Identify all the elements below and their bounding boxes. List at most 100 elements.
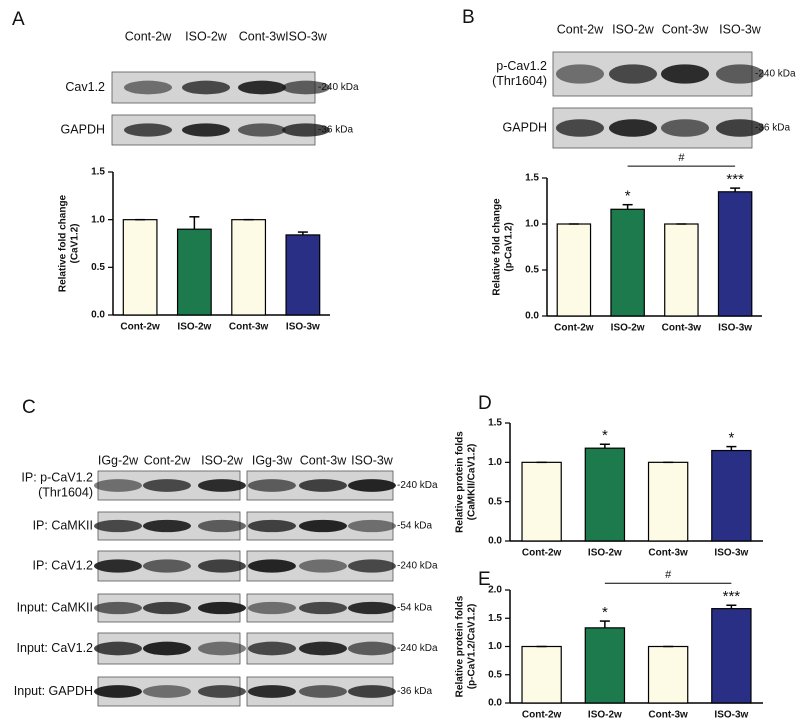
x-tick-label: ISO-3w bbox=[714, 710, 748, 721]
lane-label: ISO-3w bbox=[351, 453, 394, 467]
band bbox=[94, 601, 142, 615]
x-tick-label: ISO-3w bbox=[714, 548, 748, 559]
bar bbox=[521, 461, 562, 542]
y-axis-label: (CaMKII/CaV1.2) bbox=[467, 444, 478, 521]
row-label: Input: CaV1.2 bbox=[17, 641, 93, 655]
bar bbox=[664, 223, 699, 317]
bar bbox=[717, 191, 753, 317]
bar bbox=[122, 219, 158, 316]
band bbox=[198, 685, 246, 698]
band bbox=[282, 80, 330, 95]
band bbox=[556, 119, 604, 137]
panel-letter: C bbox=[22, 397, 36, 418]
band bbox=[248, 559, 296, 573]
y-tick-label: 0.5 bbox=[91, 262, 105, 273]
band bbox=[299, 685, 347, 698]
row-label: IP: p-CaV1.2 bbox=[21, 470, 93, 484]
y-axis-label: Relative fold change bbox=[492, 198, 503, 296]
lane-label: Cont-3w bbox=[300, 453, 348, 467]
y-axis-label: (p-CaV1.2) bbox=[504, 222, 515, 271]
band bbox=[94, 559, 142, 573]
significance-label: * bbox=[602, 427, 608, 444]
kda-label: -54 kDa bbox=[397, 521, 432, 532]
band bbox=[238, 123, 286, 137]
bar bbox=[711, 608, 752, 704]
panel-letter: A bbox=[12, 9, 25, 30]
band bbox=[348, 479, 396, 492]
band bbox=[182, 80, 230, 95]
band bbox=[716, 119, 764, 137]
bar bbox=[647, 461, 689, 542]
row-label: IP: CaMKII bbox=[33, 518, 93, 532]
band bbox=[609, 119, 657, 137]
band bbox=[238, 80, 286, 95]
kda-label: -36 kDa bbox=[755, 123, 790, 134]
row-label: IP: CaV1.2 bbox=[33, 558, 93, 572]
kda-label: -36 kDa bbox=[318, 125, 353, 136]
band bbox=[143, 479, 191, 492]
significance-label: * bbox=[625, 188, 631, 205]
band bbox=[248, 641, 296, 656]
y-axis-label: Relative protein folds bbox=[455, 595, 466, 697]
lane-label: IGg-3w bbox=[252, 453, 293, 467]
lane-label: Cont-2w bbox=[125, 29, 173, 43]
y-axis-label: Relative fold change bbox=[58, 194, 69, 292]
y-tick-label: 0.0 bbox=[488, 536, 502, 547]
y-axis-label: (p-CaV1.2/CaV1.2) bbox=[467, 604, 478, 690]
band bbox=[198, 641, 246, 656]
x-tick-label: Cont-2w bbox=[522, 548, 562, 559]
bar bbox=[610, 208, 645, 317]
y-tick-label: 1.0 bbox=[91, 214, 105, 225]
band bbox=[94, 685, 142, 698]
y-tick-label: 0.0 bbox=[525, 311, 539, 322]
row-label: Input: CaMKII bbox=[17, 600, 93, 614]
row-label: (Thr1604) bbox=[492, 74, 547, 88]
band bbox=[198, 519, 246, 533]
row-label: GAPDH bbox=[61, 122, 105, 136]
band bbox=[182, 123, 230, 137]
bar bbox=[285, 234, 321, 316]
bar bbox=[521, 645, 562, 704]
band bbox=[348, 685, 396, 698]
band bbox=[299, 559, 347, 573]
x-tick-label: Cont-3w bbox=[648, 548, 688, 559]
kda-label: -36 kDa bbox=[397, 686, 432, 697]
kda-label: -240 kDa bbox=[318, 82, 359, 93]
y-tick-label: 0.0 bbox=[488, 698, 502, 709]
bar bbox=[711, 449, 752, 542]
y-tick-label: 1.5 bbox=[525, 173, 539, 184]
band bbox=[348, 641, 396, 656]
band bbox=[299, 479, 347, 492]
row-label: GAPDH bbox=[503, 120, 547, 134]
bar bbox=[176, 228, 212, 316]
y-tick-label: 0.5 bbox=[488, 496, 502, 507]
y-tick-label: 2.0 bbox=[488, 585, 502, 596]
y-axis-label: Relative protein folds bbox=[455, 431, 466, 533]
bar bbox=[584, 627, 626, 704]
band bbox=[143, 601, 191, 615]
significance-label: *** bbox=[726, 171, 744, 188]
row-label: Input: GAPDH bbox=[14, 684, 93, 698]
x-tick-label: Cont-2w bbox=[522, 710, 562, 721]
lane-label: Cont-3w bbox=[662, 22, 710, 36]
y-tick-label: 0.5 bbox=[525, 265, 539, 276]
lane-label: Cont-3w bbox=[239, 29, 287, 43]
band bbox=[94, 641, 142, 656]
lane-label: ISO-3w bbox=[285, 29, 328, 43]
band bbox=[94, 479, 142, 492]
lane-label: ISO-3w bbox=[719, 22, 762, 36]
bar bbox=[231, 219, 267, 316]
band bbox=[94, 519, 142, 533]
kda-label: -54 kDa bbox=[397, 603, 432, 614]
lane-label: Cont-2w bbox=[144, 453, 192, 467]
panel-letter: E bbox=[478, 569, 491, 590]
bracket-label: # bbox=[678, 152, 685, 164]
band bbox=[609, 64, 657, 84]
band bbox=[143, 559, 191, 573]
band bbox=[248, 685, 296, 698]
kda-label: -240 kDa bbox=[397, 643, 438, 654]
x-tick-label: Cont-3w bbox=[648, 710, 688, 721]
row-label: p-Cav1.2 bbox=[496, 59, 547, 73]
y-tick-label: 1.5 bbox=[91, 167, 105, 178]
